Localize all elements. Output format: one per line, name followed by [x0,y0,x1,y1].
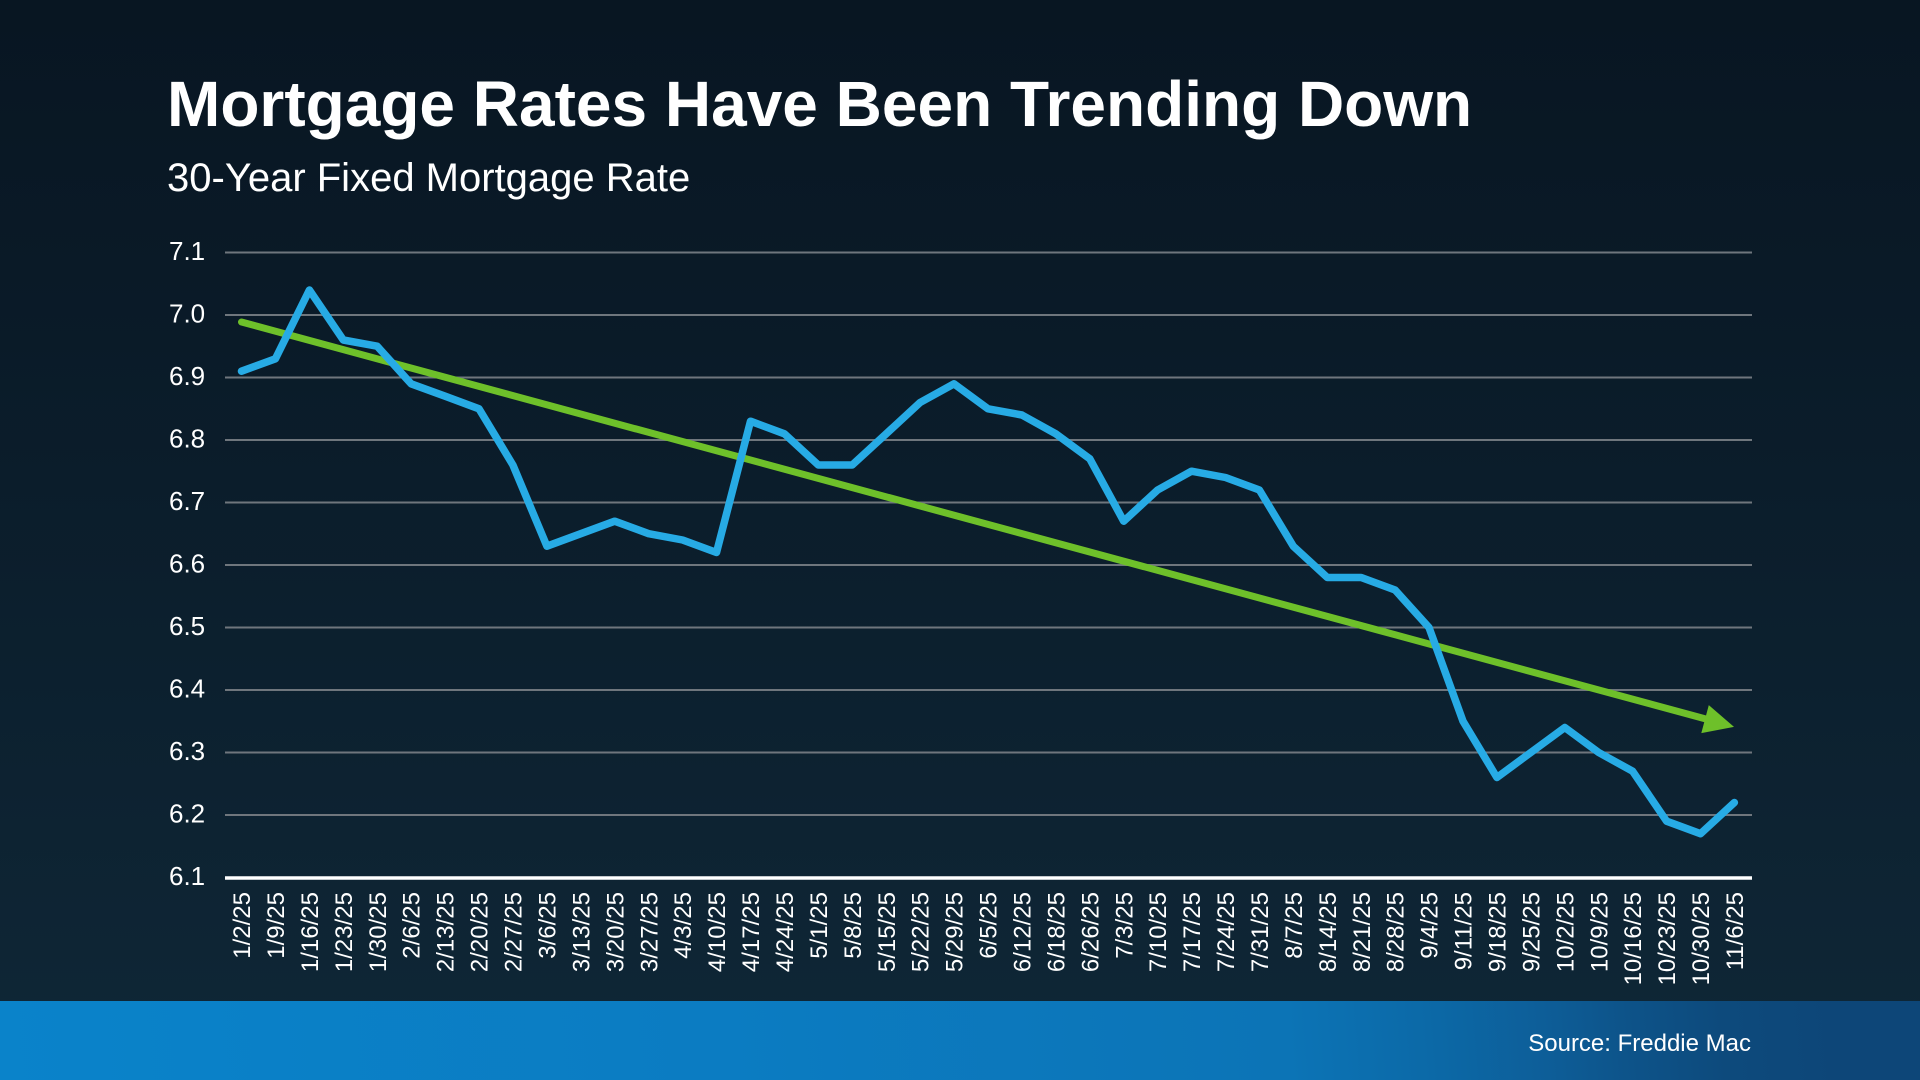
svg-text:1/9/25: 1/9/25 [263,892,290,959]
svg-text:10/23/25: 10/23/25 [1654,892,1681,985]
svg-text:7/10/25: 7/10/25 [1145,892,1172,972]
svg-text:11/6/25: 11/6/25 [1722,892,1749,970]
svg-text:6.8: 6.8 [169,424,205,454]
svg-text:9/25/25: 9/25/25 [1518,892,1545,972]
svg-text:3/20/25: 3/20/25 [602,892,629,972]
svg-text:10/30/25: 10/30/25 [1688,892,1715,985]
svg-text:1/23/25: 1/23/25 [331,892,358,972]
svg-text:2/6/25: 2/6/25 [399,892,426,959]
svg-text:2/13/25: 2/13/25 [433,892,460,972]
svg-text:6.4: 6.4 [169,674,205,704]
svg-text:8/14/25: 8/14/25 [1315,892,1342,972]
svg-text:6.2: 6.2 [169,799,205,829]
svg-text:5/15/25: 5/15/25 [874,892,901,972]
svg-text:9/11/25: 9/11/25 [1451,892,1478,970]
svg-text:30-Year Fixed Mortgage Rate: 30-Year Fixed Mortgage Rate [167,156,690,200]
svg-text:4/17/25: 4/17/25 [738,892,765,972]
svg-text:Mortgage Rates Have Been Trend: Mortgage Rates Have Been Trending Down [167,68,1472,140]
svg-text:7/17/25: 7/17/25 [1179,892,1206,972]
svg-text:6.3: 6.3 [169,736,205,766]
svg-text:5/8/25: 5/8/25 [840,892,867,959]
svg-text:8/7/25: 8/7/25 [1281,892,1308,959]
svg-text:6/18/25: 6/18/25 [1043,892,1070,972]
svg-text:7.0: 7.0 [169,299,205,329]
svg-text:6/12/25: 6/12/25 [1010,892,1037,972]
svg-text:7/31/25: 7/31/25 [1247,892,1274,972]
svg-text:Source: Freddie Mac: Source: Freddie Mac [1528,1030,1751,1057]
svg-text:9/4/25: 9/4/25 [1417,892,1444,959]
svg-text:7/24/25: 7/24/25 [1213,892,1240,972]
svg-text:5/22/25: 5/22/25 [908,892,935,972]
svg-text:2/27/25: 2/27/25 [501,892,528,972]
svg-text:6/26/25: 6/26/25 [1077,892,1104,972]
svg-text:1/30/25: 1/30/25 [365,892,392,972]
svg-text:10/2/25: 10/2/25 [1552,892,1579,972]
svg-text:3/6/25: 3/6/25 [535,892,562,959]
svg-text:10/16/25: 10/16/25 [1620,892,1647,985]
svg-text:10/9/25: 10/9/25 [1586,892,1613,972]
svg-text:6/5/25: 6/5/25 [976,892,1003,959]
svg-text:6.1: 6.1 [169,861,205,891]
svg-text:3/27/25: 3/27/25 [636,892,663,972]
svg-text:9/18/25: 9/18/25 [1485,892,1512,972]
svg-text:3/13/25: 3/13/25 [568,892,595,972]
svg-text:6.5: 6.5 [169,611,205,641]
svg-text:1/16/25: 1/16/25 [297,892,324,972]
svg-text:5/1/25: 5/1/25 [806,892,833,959]
svg-text:1/2/25: 1/2/25 [229,892,256,959]
svg-text:5/29/25: 5/29/25 [942,892,969,972]
svg-text:7/3/25: 7/3/25 [1111,892,1138,959]
svg-text:2/20/25: 2/20/25 [467,892,494,972]
svg-text:4/3/25: 4/3/25 [670,892,697,959]
svg-text:4/24/25: 4/24/25 [772,892,799,972]
svg-text:4/10/25: 4/10/25 [704,892,731,972]
svg-text:6.6: 6.6 [169,549,205,579]
svg-text:7.1: 7.1 [169,236,205,266]
svg-text:6.7: 6.7 [169,486,205,516]
svg-text:8/28/25: 8/28/25 [1383,892,1410,972]
svg-text:6.9: 6.9 [169,361,205,391]
svg-text:8/21/25: 8/21/25 [1349,892,1376,972]
